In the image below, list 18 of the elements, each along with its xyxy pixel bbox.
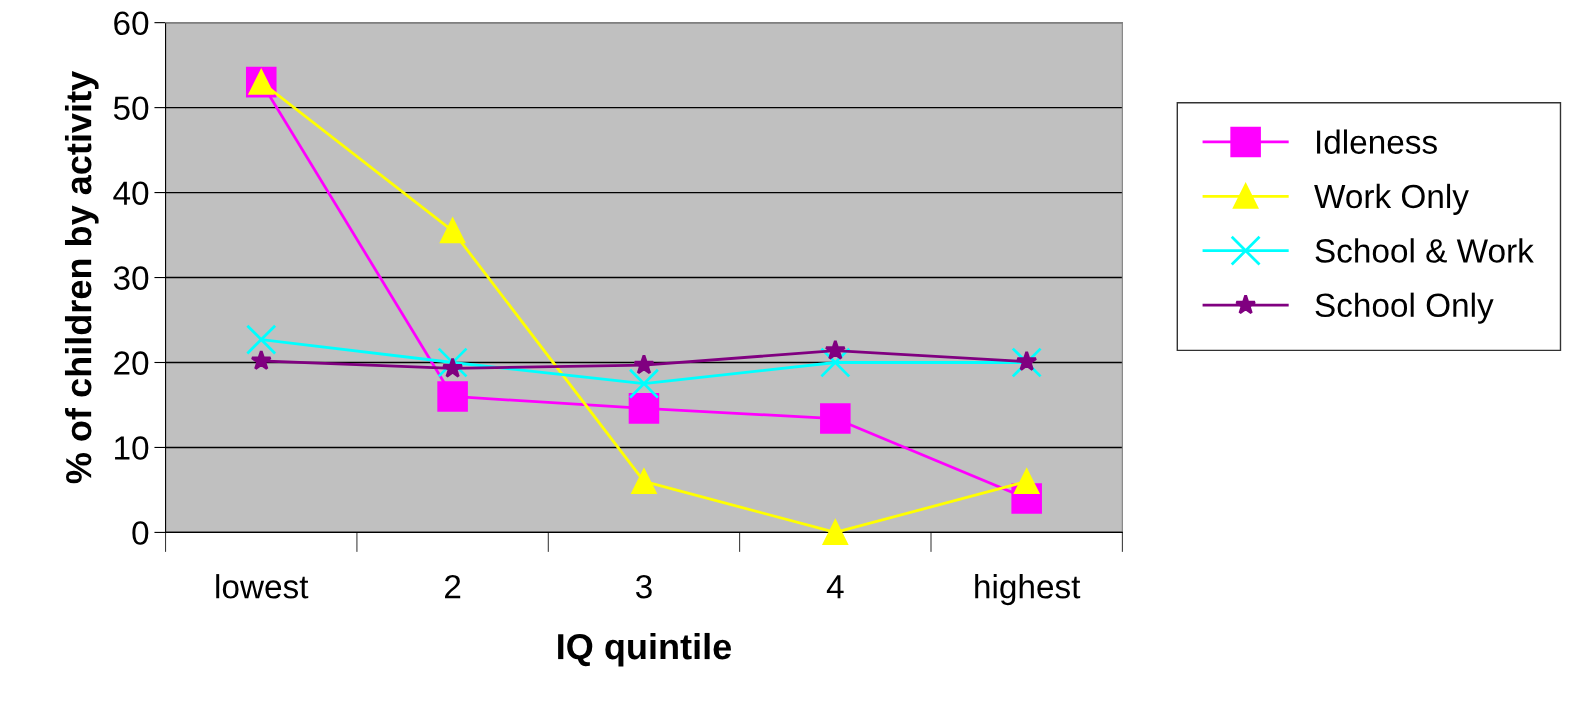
legend-label: School & Work [1315, 238, 1534, 263]
y-tick-label: 0 [132, 521, 149, 545]
legend-label: Work Only [1314, 183, 1469, 215]
x-tick-label: 3 [635, 574, 652, 599]
x-tick-label: 4 [826, 575, 844, 599]
legend-label: Idleness [1317, 129, 1437, 154]
y-tick-label: 20 [114, 351, 149, 375]
y-tick-label: 60 [114, 11, 149, 36]
y-tick-label: 10 [115, 436, 149, 460]
x-tick-label: lowest [216, 574, 309, 599]
x-tick-label: 2 [445, 574, 461, 599]
y-tick-label: 40 [113, 181, 149, 205]
y-tick-label: 30 [113, 266, 149, 290]
y-tick-label: 50 [113, 96, 149, 121]
y-axis-title: % of children by activity [64, 71, 99, 484]
x-axis-title: IQ quintile [558, 632, 732, 667]
x-tick-label: highest [975, 574, 1081, 606]
legend-label: School Only [1315, 292, 1494, 324]
